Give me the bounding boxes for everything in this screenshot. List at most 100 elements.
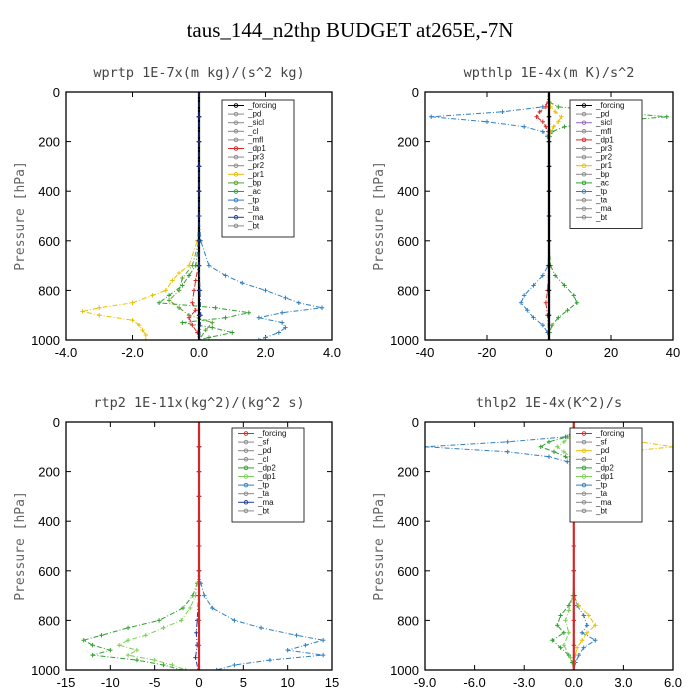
- data-point-ac: [565, 308, 570, 313]
- data-point-forcing: [546, 164, 552, 169]
- data-point-dp1: [543, 124, 549, 129]
- data-point-pr1: [143, 332, 148, 338]
- legend-marker: [581, 197, 587, 203]
- legend-entry: _pr1: [247, 170, 265, 179]
- data-point-forcing: [196, 667, 202, 670]
- legend-marker: [233, 137, 239, 143]
- legend-entry: _pr2: [595, 153, 613, 162]
- data-point-tp: [206, 263, 212, 268]
- data-point-tp: [283, 295, 288, 301]
- legend-marker: [233, 111, 239, 117]
- data-point-ac: [556, 315, 561, 320]
- data-point-pr1: [163, 288, 168, 293]
- data-point-ac: [166, 293, 172, 298]
- x-tick-label: -2.0: [121, 345, 143, 360]
- data-point-ac: [549, 322, 555, 328]
- data-point-tp: [581, 613, 586, 618]
- data-point-tp: [320, 638, 326, 643]
- legend-entry: _ta: [595, 489, 608, 498]
- legend-marker: [243, 457, 249, 462]
- data-point-forcing: [546, 238, 552, 243]
- legend-entry: _ac: [247, 187, 261, 196]
- legend-marker: [233, 129, 239, 134]
- data-point-ma: [196, 238, 202, 243]
- legend-marker: [233, 189, 239, 194]
- x-tick-label: -9.0: [414, 675, 436, 690]
- legend-marker: [581, 508, 587, 514]
- y-tick-label: 600: [397, 234, 419, 249]
- data-point-ac: [571, 293, 576, 298]
- panel-title: wpthlp 1E-4x(m K)/s^2: [464, 65, 635, 81]
- data-point-ma: [196, 92, 202, 95]
- legend-entry: _sf: [257, 438, 269, 447]
- data-point-tp: [210, 605, 215, 611]
- data-point-tp: [303, 643, 308, 648]
- legend-entry: _pr3: [247, 153, 265, 162]
- panel-thlp2: thlp2 1E-4x(K^2)/s Pressure [hPa] -9.0 -6.0…: [372, 395, 682, 690]
- legend-entry: _bp: [595, 170, 610, 179]
- data-point-forcing: [546, 288, 552, 293]
- legend-marker: [243, 439, 249, 445]
- panel-wprtp: wprtp 1E-7x(m kg)/(s^2 kg) Pressure [hPa]…: [13, 65, 341, 360]
- data-point-pd: [670, 444, 673, 449]
- y-tick-label: 400: [38, 184, 60, 199]
- data-point-dp2: [90, 652, 95, 658]
- x-tick-label: 10: [280, 675, 294, 690]
- y-tick-label: 0: [53, 85, 60, 100]
- data-point-pd: [586, 613, 591, 618]
- data-point-pd: [579, 638, 585, 643]
- legend-entry: _sicl: [595, 118, 612, 127]
- data-point-dp2: [180, 605, 186, 611]
- legend-entry: _forcing: [595, 101, 624, 110]
- x-tick-label: 0: [545, 345, 552, 360]
- legend-marker: [581, 482, 587, 488]
- data-point-dp2: [99, 633, 104, 638]
- y-tick-label: 1000: [390, 663, 419, 678]
- legend-entry: _dp2: [595, 463, 614, 472]
- series-group: [429, 92, 669, 340]
- data-point-dp2: [156, 618, 162, 623]
- x-tick-label: 4.0: [323, 345, 341, 360]
- data-point-forcing: [546, 139, 552, 144]
- data-point-bp: [210, 320, 215, 325]
- legend-entry: _dp2: [257, 463, 276, 472]
- data-point-dp1: [183, 667, 188, 670]
- y-tick-label: 600: [38, 234, 60, 249]
- data-point-dp2: [555, 623, 560, 628]
- legend-entry: _tp: [247, 196, 260, 205]
- data-point-pr1: [150, 293, 155, 298]
- x-tick-label: -6.0: [463, 675, 485, 690]
- data-point-tp: [283, 325, 288, 330]
- data-point-pr1: [559, 114, 564, 119]
- data-point-tp: [500, 109, 505, 115]
- data-point-pr1: [97, 305, 102, 310]
- legend-marker: [233, 154, 239, 160]
- data-point-forcing: [546, 337, 552, 340]
- legend-entry: _ta: [257, 489, 270, 498]
- data-point-tp: [429, 114, 434, 119]
- legend-marker: [243, 465, 249, 471]
- data-point-dp1: [117, 643, 122, 648]
- legend-entry: _ma: [595, 498, 612, 507]
- legend-marker: [581, 120, 587, 125]
- data-point-ac: [562, 283, 567, 288]
- data-point-ac: [206, 335, 212, 340]
- data-point-tp: [294, 633, 299, 638]
- legend-marker: [243, 448, 249, 453]
- data-point-dp1: [187, 605, 193, 611]
- data-point-tp: [296, 300, 301, 305]
- legend-marker: [581, 146, 587, 151]
- legend-marker: [581, 465, 587, 471]
- data-point-tp: [522, 124, 527, 129]
- legend-marker: [581, 500, 587, 505]
- data-point-dp2: [558, 645, 563, 650]
- data-point-tp: [223, 273, 228, 278]
- data-point-dp2: [161, 662, 166, 668]
- x-tick-label: -15: [57, 675, 76, 690]
- y-tick-label: 200: [397, 465, 419, 480]
- legend-entry: _tp: [595, 481, 608, 490]
- data-point-pr1: [143, 337, 148, 340]
- y-axis-label: Pressure [hPa]: [13, 491, 28, 601]
- legend-marker: [581, 474, 587, 479]
- data-point-tp: [263, 335, 268, 340]
